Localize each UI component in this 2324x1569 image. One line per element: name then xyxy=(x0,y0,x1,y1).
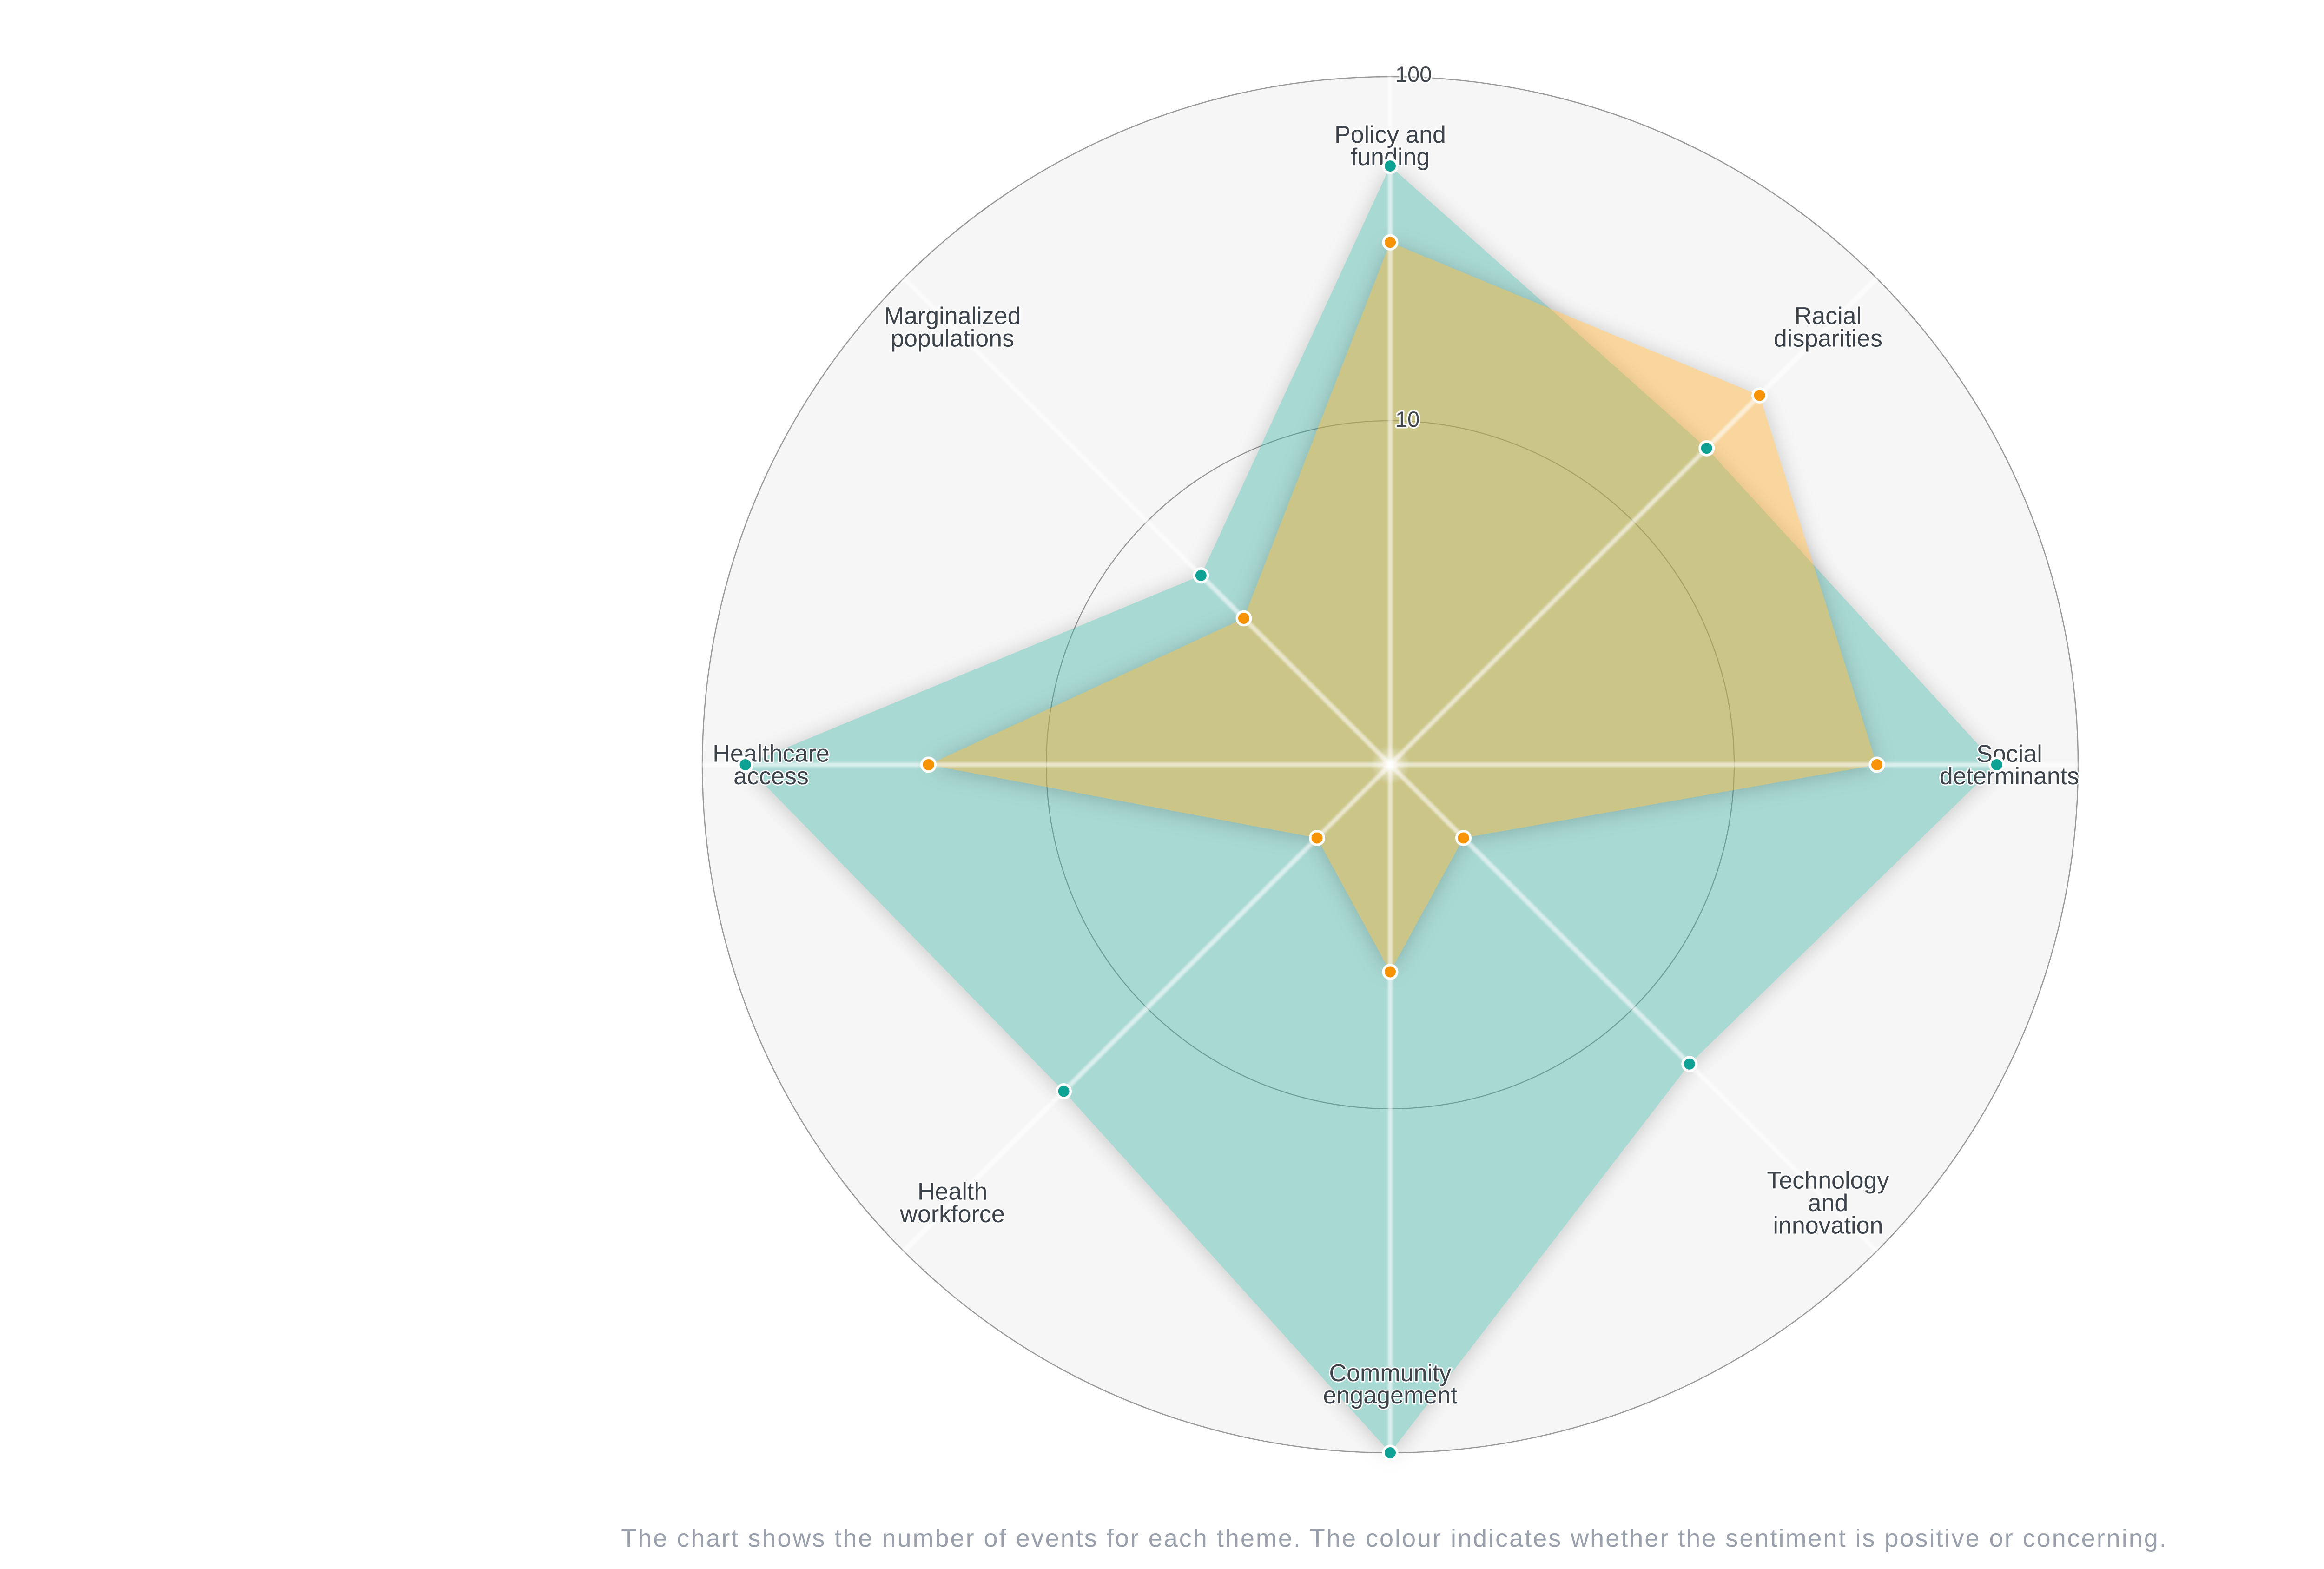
svg-text:Social: Social xyxy=(1976,741,2042,768)
svg-text:innovation: innovation xyxy=(1773,1212,1883,1239)
svg-text:Marginalized: Marginalized xyxy=(884,303,1021,330)
svg-text:10: 10 xyxy=(1395,407,1419,431)
svg-text:engagement: engagement xyxy=(1323,1382,1458,1409)
svg-text:disparities: disparities xyxy=(1774,325,1882,352)
svg-text:Community: Community xyxy=(1329,1360,1452,1387)
svg-text:Policy and: Policy and xyxy=(1334,121,1446,148)
svg-text:Technology: Technology xyxy=(1767,1167,1889,1194)
svg-text:100: 100 xyxy=(1395,62,1432,86)
svg-text:populations: populations xyxy=(891,325,1014,352)
svg-text:determinants: determinants xyxy=(1940,763,2080,790)
svg-text:The chart shows the number of: The chart shows the number of events for… xyxy=(621,1524,2168,1552)
svg-text:Healthcare: Healthcare xyxy=(713,741,829,768)
svg-text:and: and xyxy=(1808,1190,1849,1217)
svg-text:workforce: workforce xyxy=(899,1201,1004,1228)
svg-text:Racial: Racial xyxy=(1795,303,1862,330)
svg-text:Health: Health xyxy=(918,1178,987,1205)
